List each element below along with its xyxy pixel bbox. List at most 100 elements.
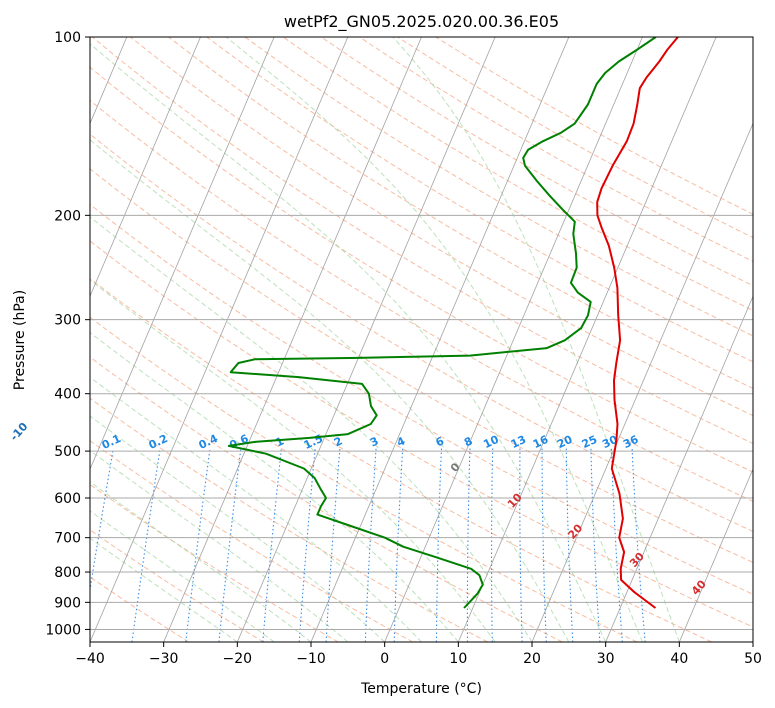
dry-adiabat xyxy=(90,316,638,642)
dry-adiabat xyxy=(90,356,563,642)
isotherm-line xyxy=(310,37,570,642)
y-tick-label: 700 xyxy=(54,531,81,547)
mixing-ratio-line xyxy=(90,448,114,594)
plot-frame xyxy=(89,36,754,643)
mixing-ratio-line xyxy=(218,448,242,642)
y-tick-label: 500 xyxy=(54,444,81,460)
dry-adiabat xyxy=(90,483,339,642)
mixing-ratio-label: 10 xyxy=(481,433,501,451)
mixing-ratio-label: 2 xyxy=(332,434,344,449)
dry-adiabat xyxy=(90,133,753,533)
x-axis-ticks: −40 −30 −20 −10 0 10 20 30 40 50 xyxy=(75,642,762,667)
dry-adiabat xyxy=(90,529,264,642)
mixing-ratio-line xyxy=(466,448,471,642)
dry-adiabat xyxy=(90,240,753,628)
x-tick-label: 50 xyxy=(744,651,762,667)
y-tick-label: 1000 xyxy=(45,622,81,638)
isotherm-line xyxy=(163,37,422,642)
x-tick-label: −30 xyxy=(149,651,179,667)
moist-adiabat xyxy=(90,537,238,642)
isotherm-line xyxy=(678,468,753,642)
moist-adiabat xyxy=(90,216,533,642)
dewpoint-profile-line xyxy=(227,37,657,609)
temperature-profile-line xyxy=(596,37,679,609)
dry-adiabat-label: -10 xyxy=(8,420,31,444)
moist-adiabat xyxy=(90,376,422,642)
dry-adiabat xyxy=(90,278,712,642)
moist-adiabat xyxy=(90,331,459,642)
dry-adiabat xyxy=(90,66,753,473)
x-tick-label: −40 xyxy=(75,651,105,667)
mixing-ratio-label: 1 xyxy=(274,434,286,449)
isotherm-line xyxy=(90,37,275,471)
mixing-ratio-line xyxy=(490,448,494,642)
mixing-ratio-line xyxy=(519,448,523,642)
y-tick-label: 400 xyxy=(54,387,81,403)
mixing-ratio-line xyxy=(565,448,574,642)
mixing-ratio-label: 0.1 xyxy=(100,432,123,452)
x-axis-label: Temperature (°C) xyxy=(360,681,482,697)
mixing-ratio-line xyxy=(131,448,161,642)
mixing-ratio-label: 0.2 xyxy=(147,432,170,452)
dry-adiabat xyxy=(91,37,753,445)
mixing-ratio-label: 16 xyxy=(531,433,551,451)
isotherm-line xyxy=(90,37,201,298)
dry-adiabat xyxy=(282,37,753,312)
moist-adiabat xyxy=(392,37,680,642)
mixing-ratio-label: 20 xyxy=(555,433,575,451)
mixing-ratio-line xyxy=(590,448,601,642)
mixing-ratio-label: 13 xyxy=(509,433,528,451)
mixing-ratio-label: 1.5 xyxy=(302,432,325,452)
x-tick-label: −10 xyxy=(296,651,326,667)
mixing-ratio-line xyxy=(325,448,341,642)
isotherm-line xyxy=(384,37,643,642)
x-tick-label: 10 xyxy=(449,651,467,667)
mixing-ratio-label: 3 xyxy=(368,434,380,449)
y-tick-label: 300 xyxy=(54,313,81,329)
mixing-ratio-label: 4 xyxy=(395,434,408,449)
y-axis-ticks: 1000 900 800 700 600 500 400 300 200 100 xyxy=(45,30,90,638)
dry-adiabat xyxy=(244,37,753,337)
dry-adiabat xyxy=(90,203,753,595)
dry-adiabat xyxy=(206,37,753,363)
x-tick-label: 0 xyxy=(380,651,389,667)
dry-adiabat xyxy=(90,440,414,642)
moist-adiabat xyxy=(90,481,312,642)
dry-adiabat xyxy=(90,576,190,642)
chart-title: wetPf2_GN05.2025.020.00.36.E05 xyxy=(284,12,559,32)
background-reference-lines xyxy=(90,37,753,642)
grid-lines xyxy=(90,37,753,642)
mixing-ratio-label: 8 xyxy=(462,434,474,449)
moist-adiabat xyxy=(225,37,643,642)
mixing-ratio-label: 36 xyxy=(621,433,641,451)
y-tick-label: 900 xyxy=(54,595,81,611)
isotherm-line xyxy=(90,37,349,642)
dry-adiabat xyxy=(90,99,753,502)
mixing-ratio-line xyxy=(631,448,646,642)
isotherm-line xyxy=(531,122,753,642)
moist-adiabat xyxy=(90,415,386,642)
mixing-ratio-line xyxy=(435,448,443,642)
mixing-ratio-line xyxy=(364,448,377,642)
dry-adiabat-label: 30 xyxy=(627,550,647,570)
isotherm-line xyxy=(752,640,753,642)
moist-adiabat xyxy=(90,449,349,642)
x-tick-label: −20 xyxy=(223,651,253,667)
isotherm-line xyxy=(236,37,496,642)
profile-series xyxy=(227,37,679,609)
reference-line-labels: 0.10.20.40.611.52346810131620253036-100-… xyxy=(8,420,710,598)
dry-adiabat xyxy=(168,37,753,389)
dry-adiabat-label: 40 xyxy=(689,577,709,597)
x-tick-label: 30 xyxy=(597,651,615,667)
y-tick-label: 800 xyxy=(54,565,81,581)
y-tick-label: 600 xyxy=(54,491,81,507)
x-tick-label: 20 xyxy=(523,651,541,667)
moist-adiabat xyxy=(90,510,275,642)
y-axis-label: Pressure (hPa) xyxy=(12,290,28,390)
moist-adiabat xyxy=(90,139,570,642)
isotherm-line xyxy=(605,295,753,642)
y-tick-label: 100 xyxy=(54,30,81,46)
dry-adiabat-label: 10 xyxy=(505,490,525,510)
dry-adiabat xyxy=(90,397,488,642)
mixing-ratio-line xyxy=(185,448,211,642)
